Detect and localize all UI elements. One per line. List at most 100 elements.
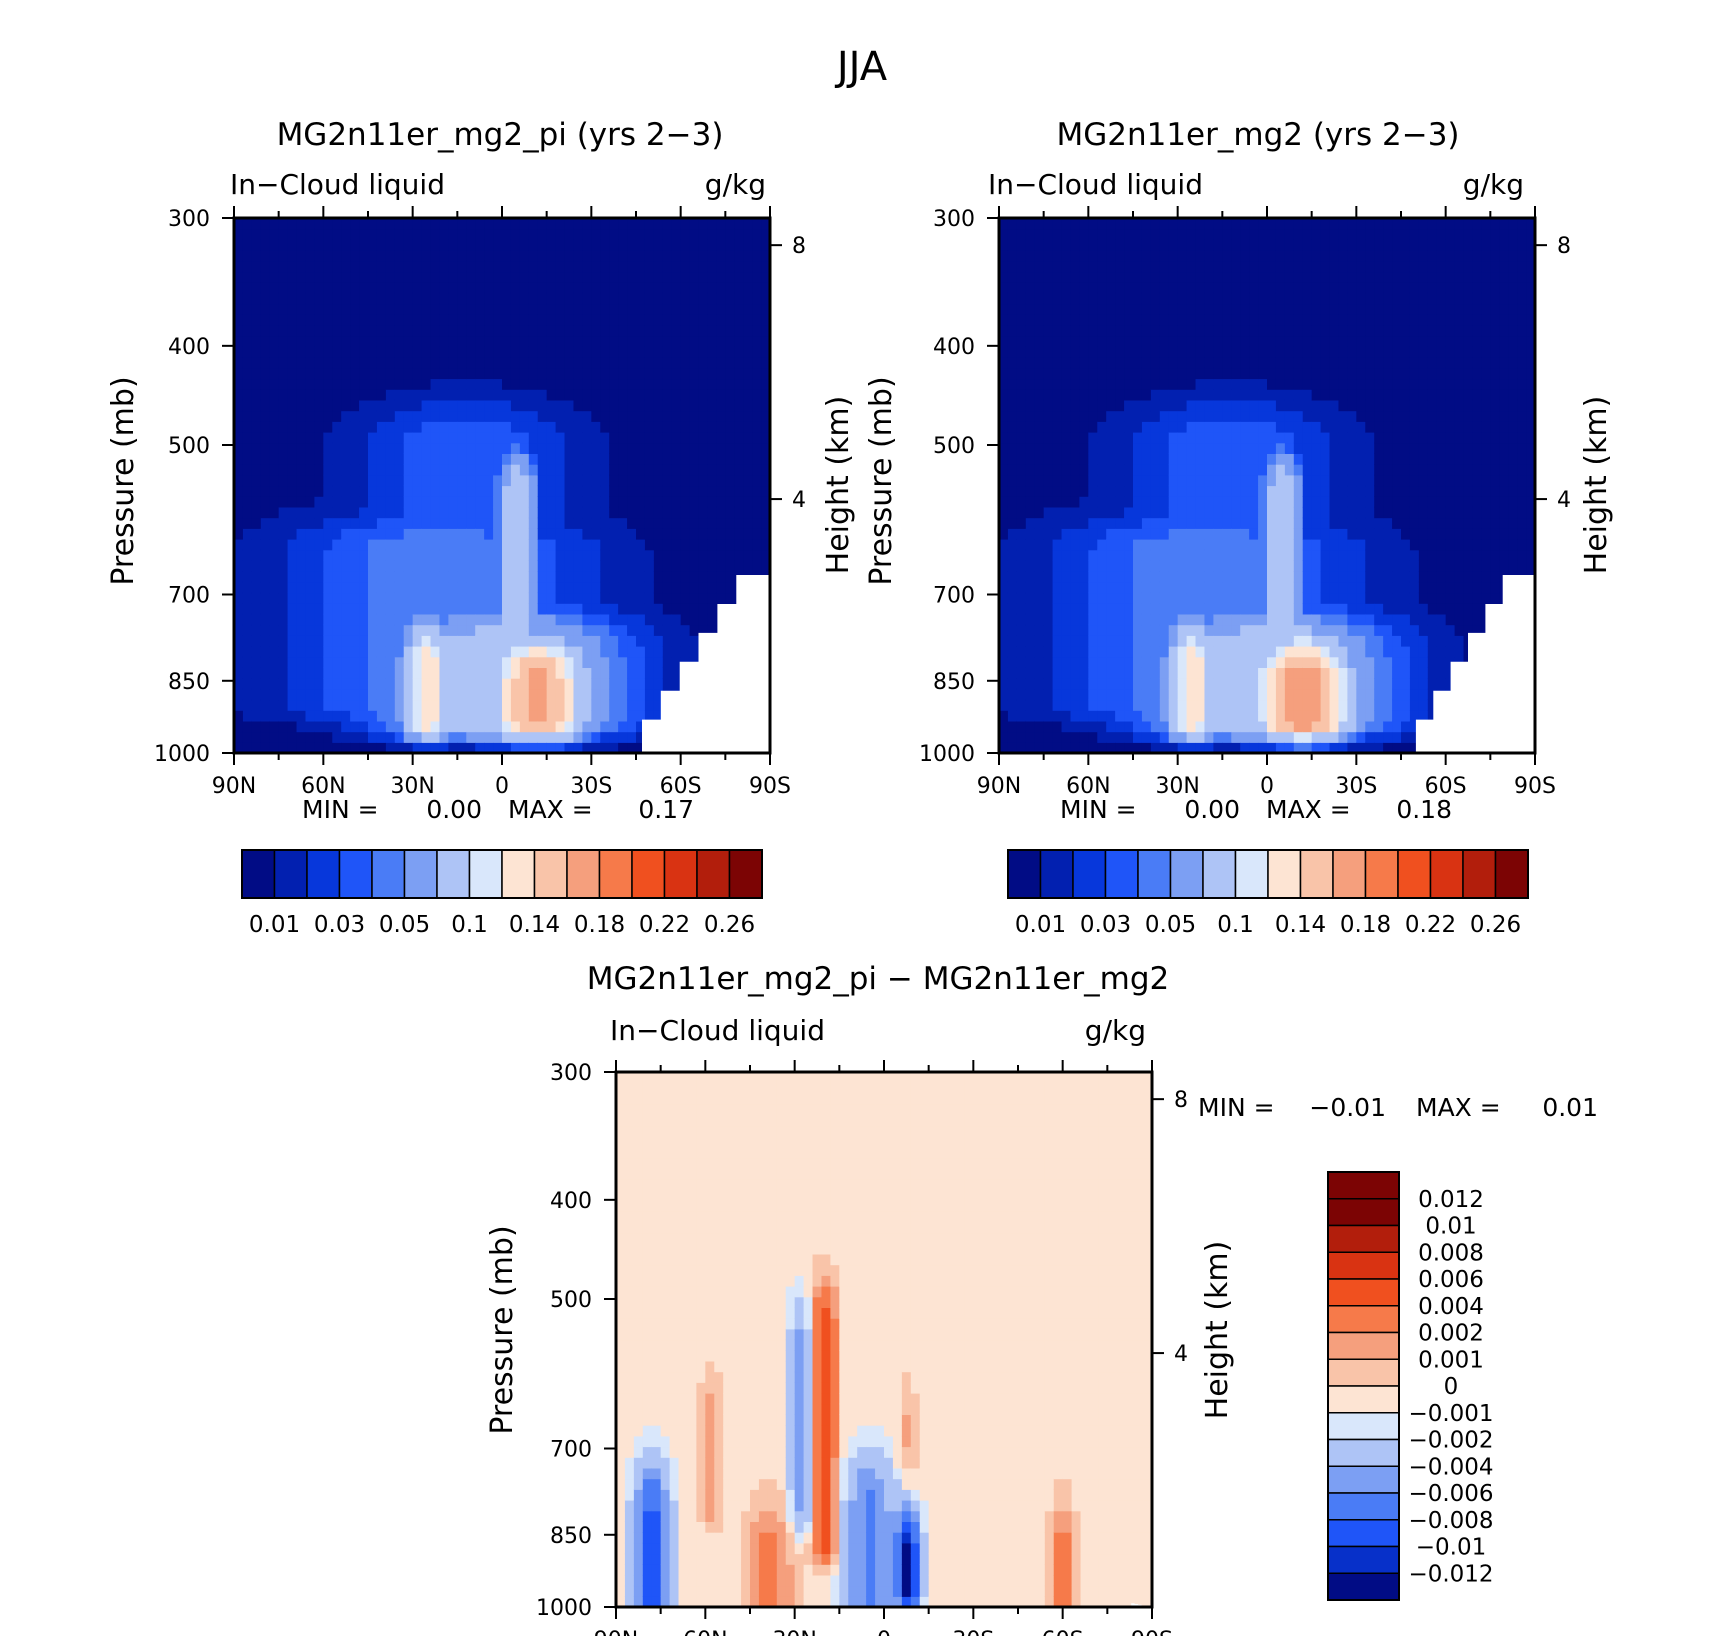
contour-cell xyxy=(528,442,539,454)
contour-cell xyxy=(1213,485,1223,497)
contour-cell xyxy=(403,624,414,636)
contour-cell xyxy=(537,506,548,519)
contour-cell xyxy=(1293,710,1304,722)
contour-cell xyxy=(1284,549,1295,561)
contour-cell xyxy=(1240,432,1250,444)
contour-cell xyxy=(1177,357,1188,369)
contour-cell xyxy=(510,389,521,401)
contour-cell xyxy=(680,389,691,401)
contour-cell xyxy=(1231,646,1241,658)
contour-cell xyxy=(644,656,655,668)
contour-cell xyxy=(457,399,467,412)
contour-cell xyxy=(502,656,512,668)
contour-cell xyxy=(1052,720,1063,733)
contour-cell xyxy=(1124,528,1134,540)
contour-cell xyxy=(671,218,682,230)
contour-cell xyxy=(609,485,619,497)
contour-cell xyxy=(1275,303,1286,315)
contour-cell xyxy=(1034,678,1045,690)
contour-cell xyxy=(296,335,307,347)
contour-cell xyxy=(502,335,512,347)
contour-cell xyxy=(403,282,414,294)
contour-cell xyxy=(368,710,378,722)
contour-cell xyxy=(680,603,691,615)
contour-cell xyxy=(1213,549,1223,561)
contour-cell xyxy=(591,378,601,390)
contour-cell xyxy=(466,678,476,690)
contour-cell xyxy=(305,678,315,690)
contour-cell xyxy=(627,667,637,679)
contour-cell xyxy=(484,720,494,733)
contour-cell xyxy=(752,432,762,444)
contour-cell xyxy=(627,367,637,380)
contour-cell xyxy=(251,613,262,626)
contour-cell xyxy=(403,485,414,497)
contour-cell xyxy=(1249,678,1259,690)
contour-cell xyxy=(502,485,512,497)
contour-cell xyxy=(662,292,673,305)
contour-cell xyxy=(1052,303,1063,315)
contour-cell xyxy=(627,303,637,315)
contour-cell xyxy=(466,496,476,508)
contour-cell xyxy=(671,228,682,240)
contour-cell xyxy=(493,228,503,240)
contour-cell xyxy=(430,506,441,519)
contour-cell xyxy=(734,250,744,262)
contour-cell xyxy=(519,496,530,508)
contour-cell xyxy=(1061,646,1072,658)
contour-cell xyxy=(1115,228,1125,240)
contour-cell xyxy=(484,571,494,583)
contour-cell xyxy=(1133,453,1143,465)
contour-cell xyxy=(1329,699,1340,711)
contour-cell xyxy=(296,613,307,626)
contour-cell xyxy=(653,474,664,487)
contour-cell xyxy=(1240,260,1250,273)
contour-cell xyxy=(1320,635,1331,647)
contour-cell xyxy=(260,710,271,722)
contour-cell xyxy=(278,335,289,347)
contour-cell xyxy=(251,303,262,315)
contour-cell xyxy=(537,335,548,347)
contour-cell xyxy=(761,250,771,262)
contour-cell xyxy=(1133,421,1143,433)
contour-cell xyxy=(359,367,369,380)
contour-cell xyxy=(591,271,601,283)
contour-cell xyxy=(1141,613,1152,626)
contour-cell xyxy=(466,699,476,711)
contour-cell xyxy=(671,581,682,594)
contour-cell xyxy=(1293,742,1304,754)
contour-cell xyxy=(1061,367,1072,380)
contour-cell xyxy=(546,271,557,283)
contour-cell xyxy=(332,496,342,508)
contour-cell xyxy=(421,539,432,551)
contour-cell xyxy=(1195,399,1206,412)
contour-cell xyxy=(528,710,539,722)
contour-cell xyxy=(1195,656,1206,668)
contour-cell xyxy=(421,678,432,690)
contour-cell xyxy=(636,378,646,390)
contour-cell xyxy=(448,442,458,454)
contour-cell xyxy=(716,528,726,540)
contour-cell xyxy=(1097,282,1107,294)
contour-cell xyxy=(278,720,289,733)
contour-cell xyxy=(743,528,753,540)
contour-cell xyxy=(1079,239,1089,251)
contour-cell xyxy=(242,346,253,358)
contour-cell xyxy=(242,410,253,422)
contour-cell xyxy=(662,378,673,390)
contour-cell xyxy=(385,699,396,711)
contour-cell xyxy=(350,410,360,422)
contour-cell xyxy=(439,635,449,647)
contour-cell xyxy=(1302,218,1313,230)
contour-cell xyxy=(278,346,289,358)
contour-cell xyxy=(1034,581,1045,594)
contour-cell xyxy=(1097,624,1107,636)
contour-cell xyxy=(689,474,700,487)
contour-cell xyxy=(636,539,646,551)
contour-cell xyxy=(350,635,360,647)
contour-cell xyxy=(528,335,539,347)
contour-cell xyxy=(457,710,467,722)
contour-cell xyxy=(341,506,351,519)
contour-cell xyxy=(1320,710,1331,722)
contour-cell xyxy=(350,346,360,358)
